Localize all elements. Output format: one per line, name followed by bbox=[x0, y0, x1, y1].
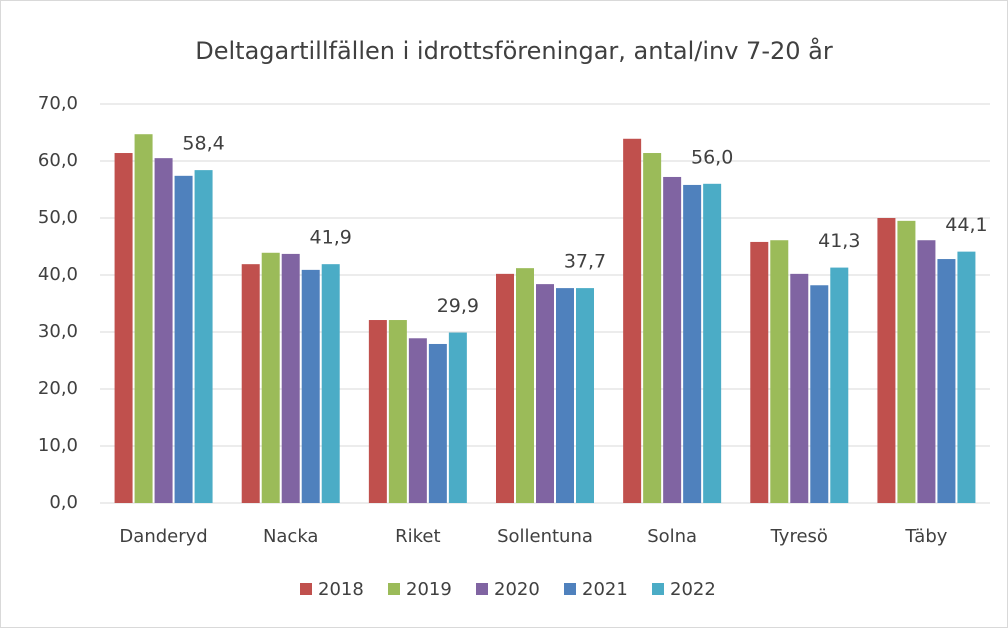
bar bbox=[194, 170, 213, 503]
y-tick-label: 70,0 bbox=[38, 93, 78, 114]
x-tick-label: Nacka bbox=[263, 526, 319, 547]
bar bbox=[496, 273, 514, 503]
bar bbox=[877, 218, 896, 503]
chart-title: Deltagartillfällen i idrottsföreningar, … bbox=[195, 36, 833, 65]
bar bbox=[114, 153, 133, 503]
x-tick-label: Tyresö bbox=[770, 526, 828, 547]
bar bbox=[134, 134, 153, 503]
x-tick-label: Riket bbox=[395, 526, 440, 547]
bar bbox=[683, 184, 702, 503]
bar bbox=[428, 343, 447, 503]
legend-label: 2019 bbox=[406, 579, 452, 600]
data-label: 41,9 bbox=[310, 227, 352, 249]
bar bbox=[154, 158, 173, 503]
legend-swatch bbox=[476, 583, 488, 595]
x-tick-label: Täby bbox=[904, 526, 947, 547]
bar bbox=[937, 259, 956, 503]
bar bbox=[321, 264, 340, 503]
bar bbox=[241, 264, 260, 503]
legend-label: 2018 bbox=[318, 579, 364, 600]
bar bbox=[957, 251, 976, 503]
bar bbox=[448, 332, 467, 503]
bar bbox=[281, 253, 300, 503]
legend-swatch bbox=[652, 583, 664, 595]
bar bbox=[750, 241, 769, 503]
bar bbox=[516, 268, 534, 503]
legend-label: 2021 bbox=[582, 579, 628, 600]
bar bbox=[536, 284, 554, 503]
bar bbox=[790, 273, 809, 503]
x-tick-label: Danderyd bbox=[119, 526, 207, 547]
bar bbox=[810, 285, 829, 503]
legend-swatch bbox=[388, 583, 400, 595]
legend-swatch bbox=[300, 583, 312, 595]
y-tick-label: 30,0 bbox=[38, 321, 78, 342]
bar bbox=[917, 240, 936, 504]
bar bbox=[576, 288, 594, 503]
data-label: 56,0 bbox=[691, 146, 733, 168]
x-tick-label: Solna bbox=[647, 526, 697, 547]
bar bbox=[770, 240, 789, 504]
legend-swatch bbox=[564, 583, 576, 595]
bar bbox=[643, 153, 662, 503]
y-tick-label: 20,0 bbox=[38, 378, 78, 399]
bar bbox=[830, 267, 849, 503]
y-tick-label: 40,0 bbox=[38, 264, 78, 285]
bar bbox=[174, 175, 193, 503]
legend-label: 2022 bbox=[670, 579, 716, 600]
data-label: 44,1 bbox=[945, 214, 987, 236]
data-label: 41,3 bbox=[818, 230, 860, 252]
data-label: 37,7 bbox=[564, 251, 606, 273]
bar bbox=[261, 252, 280, 503]
bar bbox=[703, 183, 722, 504]
bar bbox=[663, 176, 682, 503]
x-tick-label: Sollentuna bbox=[497, 526, 593, 547]
bar bbox=[623, 138, 642, 503]
bar bbox=[556, 288, 574, 503]
bar bbox=[408, 338, 427, 503]
y-tick-label: 10,0 bbox=[38, 435, 78, 456]
data-label: 29,9 bbox=[437, 295, 479, 317]
y-tick-label: 0,0 bbox=[49, 492, 78, 513]
bar bbox=[897, 220, 916, 503]
y-tick-label: 50,0 bbox=[38, 207, 78, 228]
bar bbox=[368, 320, 387, 503]
bar bbox=[301, 269, 320, 503]
data-label: 58,4 bbox=[182, 133, 224, 155]
bar bbox=[388, 320, 407, 503]
legend-label: 2020 bbox=[494, 579, 540, 600]
y-tick-label: 60,0 bbox=[38, 150, 78, 171]
